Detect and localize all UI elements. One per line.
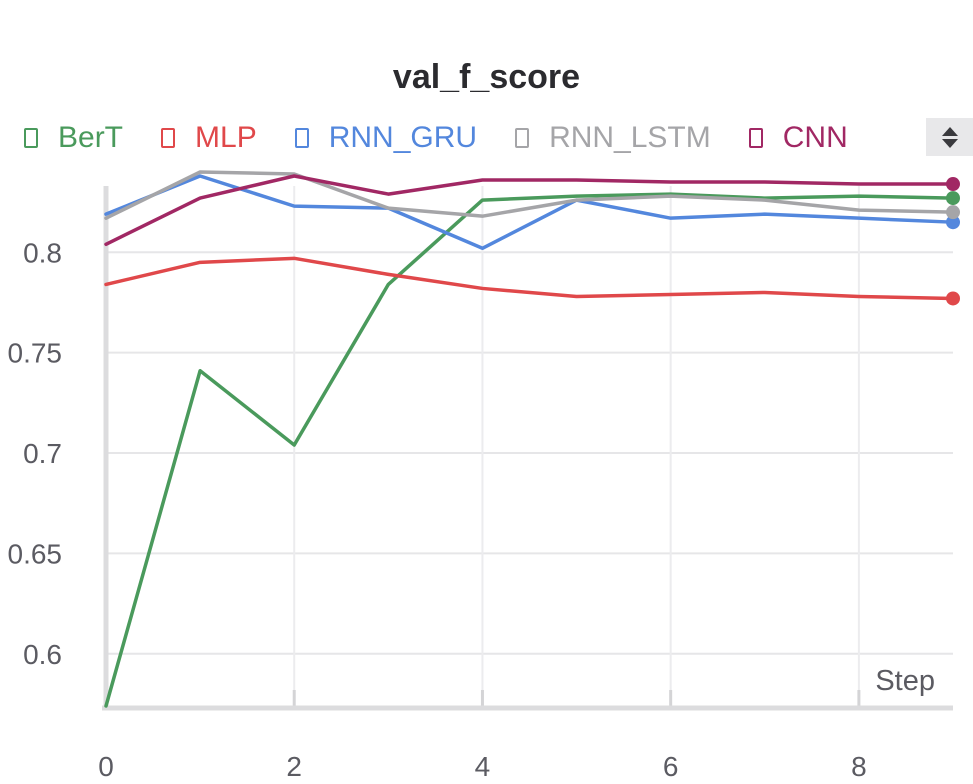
series-line-bert[interactable] [104,192,955,708]
x-axis-label: Step [875,665,935,697]
series-end-point-rnn-gru[interactable] [946,215,960,230]
legend-label: MLP [195,121,257,154]
legend-item-rnn-lstm[interactable]: RNN_LSTM [515,121,711,155]
x-tick-label: 2 [286,751,302,782]
x-tick-label: 8 [851,751,867,782]
legend-label: RNN_LSTM [549,121,711,154]
legend: BerT MLP RNN_GRU RNN_LSTM CNN [24,118,886,158]
series-line-mlp[interactable] [104,256,955,301]
legend-swatch-icon [24,128,38,148]
y-tick-label: 0.65 [8,538,63,569]
end-markers [946,177,960,306]
series-line-cnn[interactable] [104,174,955,247]
series-end-point-rnn-lstm[interactable] [946,205,960,220]
y-tick-label: 0.6 [23,639,62,670]
legend-swatch-icon [294,128,309,148]
y-tick-label: 0.7 [23,438,62,469]
legend-item-bert[interactable]: BerT [24,121,123,155]
legend-item-rnn-gru[interactable]: RNN_GRU [294,121,478,155]
series-lines [104,170,955,708]
axes: 0.6 0.65 0.7 0.75 0.8 0 2 4 6 8 [8,186,953,782]
arrow-up-icon [941,126,958,136]
arrow-down-icon [941,138,958,148]
series-line-rnn-gru[interactable] [104,174,955,251]
legend-item-mlp[interactable]: MLP [161,121,257,155]
series-end-point-cnn[interactable] [946,177,960,192]
legend-label: BerT [58,121,124,154]
x-tick-label: 0 [98,751,114,782]
grid-lines [105,186,953,706]
legend-scroll-button[interactable] [926,118,973,156]
legend-swatch-icon [161,128,176,148]
y-tick-label: 0.75 [8,338,63,369]
y-tick-label: 0.8 [23,237,62,268]
chart-title: val_f_score [392,58,581,96]
series-end-point-mlp[interactable] [946,291,960,306]
legend-label: RNN_GRU [328,121,478,154]
legend-item-cnn[interactable]: CNN [748,121,848,155]
series-line-rnn-lstm[interactable] [104,170,955,220]
legend-swatch-icon [748,128,763,148]
series-end-point-bert[interactable] [946,191,960,206]
legend-label: CNN [782,121,848,154]
legend-swatch-icon [515,128,530,148]
x-tick-label: 4 [475,751,491,782]
x-tick-label: 6 [663,751,679,782]
